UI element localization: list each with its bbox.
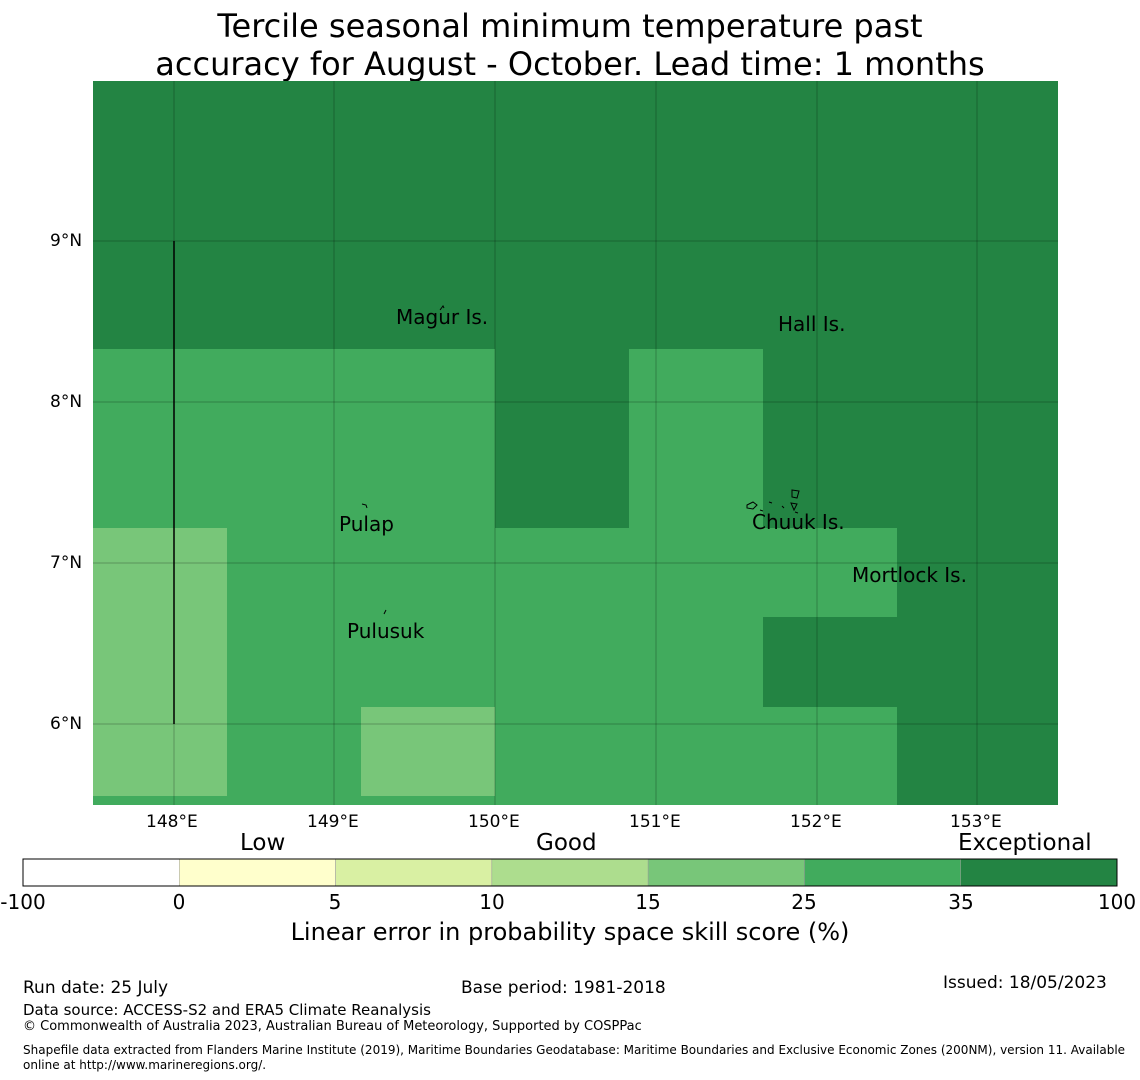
colorbar-segment bbox=[491, 858, 649, 887]
colorbar-segment bbox=[22, 858, 180, 887]
chuuk-lagoon-shape bbox=[746, 489, 800, 514]
cell-exceptional-southeast bbox=[763, 617, 897, 707]
pulusuk-island-shape bbox=[383, 609, 387, 615]
lon-tick-label: 151°E bbox=[629, 812, 681, 832]
lon-tick-label: 150°E bbox=[468, 812, 520, 832]
cell-moderate-west bbox=[93, 528, 227, 796]
skill-grid bbox=[93, 81, 1058, 805]
place-label-pulusuk: Pulusuk bbox=[347, 619, 425, 643]
place-label-magur: Magur Is. bbox=[396, 305, 489, 329]
colorbar bbox=[22, 858, 1118, 887]
colorbar-tick-label: 35 bbox=[948, 890, 974, 914]
lat-tick-label: 9°N bbox=[50, 231, 83, 251]
pulap-island-shape bbox=[361, 503, 368, 509]
lat-tick-label: 6°N bbox=[50, 714, 83, 734]
magur-island-shape bbox=[439, 305, 445, 311]
colorbar-tick-label: 10 bbox=[479, 890, 505, 914]
colorbar-tick-label: 15 bbox=[635, 890, 661, 914]
colorbar-category-low: Low bbox=[240, 830, 286, 856]
colorbar-segment bbox=[804, 858, 961, 887]
place-label-chuuk: Chuuk Is. bbox=[752, 510, 845, 534]
lon-tick-label: 152°E bbox=[790, 812, 842, 832]
colorbar-axis-label: Linear error in probability space skill … bbox=[290, 918, 850, 946]
lon-tick-label: 148°E bbox=[146, 812, 198, 832]
base-period: Base period: 1981-2018 bbox=[461, 978, 666, 998]
colorbar-tick-label: 5 bbox=[328, 890, 342, 914]
place-label-mortlock: Mortlock Is. bbox=[852, 563, 967, 587]
graticule bbox=[93, 81, 1058, 805]
colorbar-tick-label: 100 bbox=[1097, 890, 1137, 914]
cell-good-northeast bbox=[629, 349, 763, 528]
shapefile-credit-line2: online at http://www.marineregions.org/. bbox=[23, 1058, 267, 1072]
data-source: Data source: ACCESS-S2 and ERA5 Climate … bbox=[23, 1001, 431, 1019]
lat-tick-label: 8°N bbox=[50, 392, 83, 412]
colorbar-segment bbox=[647, 858, 805, 887]
colorbar-segment bbox=[179, 858, 336, 887]
map-title-line1: Tercile seasonal minimum temperature pas… bbox=[217, 7, 923, 45]
island-outlines bbox=[361, 305, 800, 615]
colorbar-tick-label: -100 bbox=[0, 890, 46, 914]
run-date: Run date: 25 July bbox=[23, 978, 169, 998]
colorbar-segment bbox=[335, 858, 493, 887]
colorbar-tick-label: 0 bbox=[172, 890, 186, 914]
place-label-hall: Hall Is. bbox=[778, 312, 846, 336]
colorbar-segment bbox=[960, 858, 1118, 887]
shapefile-credit-line1: Shapefile data extracted from Flanders M… bbox=[23, 1043, 1126, 1057]
colorbar-tick-label: 25 bbox=[791, 890, 817, 914]
lon-tick-label: 149°E bbox=[307, 812, 359, 832]
map-title-line2: accuracy for August - October. Lead time… bbox=[155, 45, 985, 83]
colorbar-category-exceptional: Exceptional bbox=[958, 830, 1092, 856]
cell-moderate-south bbox=[361, 707, 495, 796]
colorbar-category-good: Good bbox=[536, 830, 597, 856]
skill-score-map bbox=[93, 81, 1058, 805]
lon-tick-label: 153°E bbox=[950, 812, 1002, 832]
copyright-notice: © Commonwealth of Australia 2023, Austra… bbox=[23, 1019, 642, 1034]
issued-date: Issued: 18/05/2023 bbox=[943, 973, 1107, 993]
lat-tick-label: 7°N bbox=[50, 553, 83, 573]
place-label-pulap: Pulap bbox=[339, 512, 394, 536]
